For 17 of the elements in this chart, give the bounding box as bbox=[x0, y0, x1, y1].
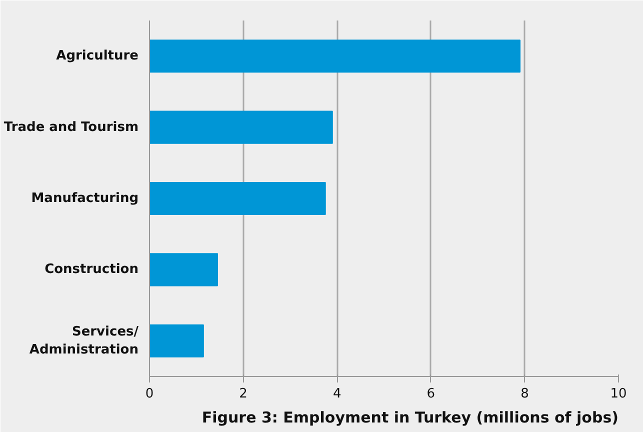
y-tick-label: Construction bbox=[44, 262, 139, 278]
y-tick-label: Trade and Tourism bbox=[4, 120, 138, 135]
x-tick-label: 2 bbox=[239, 386, 248, 402]
bar bbox=[150, 40, 521, 73]
text: Figure 3: Employment in Turkey (millions of jobs) bbox=[202, 408, 618, 426]
x-tick-label: 10 bbox=[610, 386, 627, 402]
x-tick-label: 4 bbox=[332, 386, 342, 402]
bar bbox=[150, 253, 218, 286]
y-tick-label: Manufacturing bbox=[31, 191, 138, 206]
y-tick-label: Agriculture bbox=[56, 48, 139, 64]
bar bbox=[150, 182, 326, 216]
x-tick-label: 6 bbox=[426, 386, 436, 402]
bar bbox=[150, 110, 333, 144]
x-tick-label: 0 bbox=[145, 386, 154, 402]
bar bbox=[150, 324, 204, 358]
x-tick-label: 8 bbox=[520, 386, 529, 402]
y-tick-label: Services/ Administration bbox=[29, 324, 139, 358]
